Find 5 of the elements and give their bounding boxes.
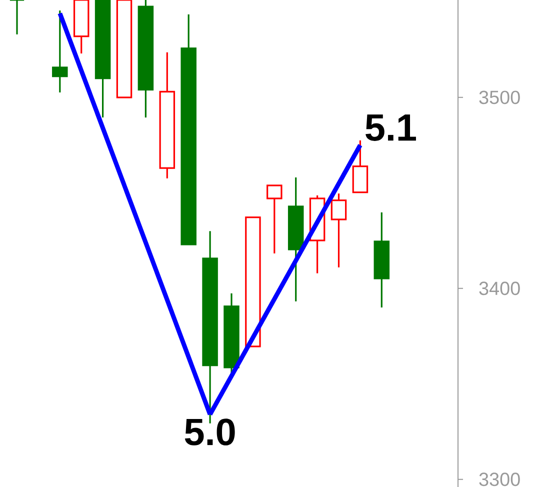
y-tick-label: 3400: [479, 282, 520, 296]
y-tick-label: 3300: [479, 472, 520, 486]
annotation: 5.0: [184, 418, 235, 446]
y-tick-label: 3500: [479, 90, 520, 104]
annotation: 5.1: [366, 114, 416, 141]
